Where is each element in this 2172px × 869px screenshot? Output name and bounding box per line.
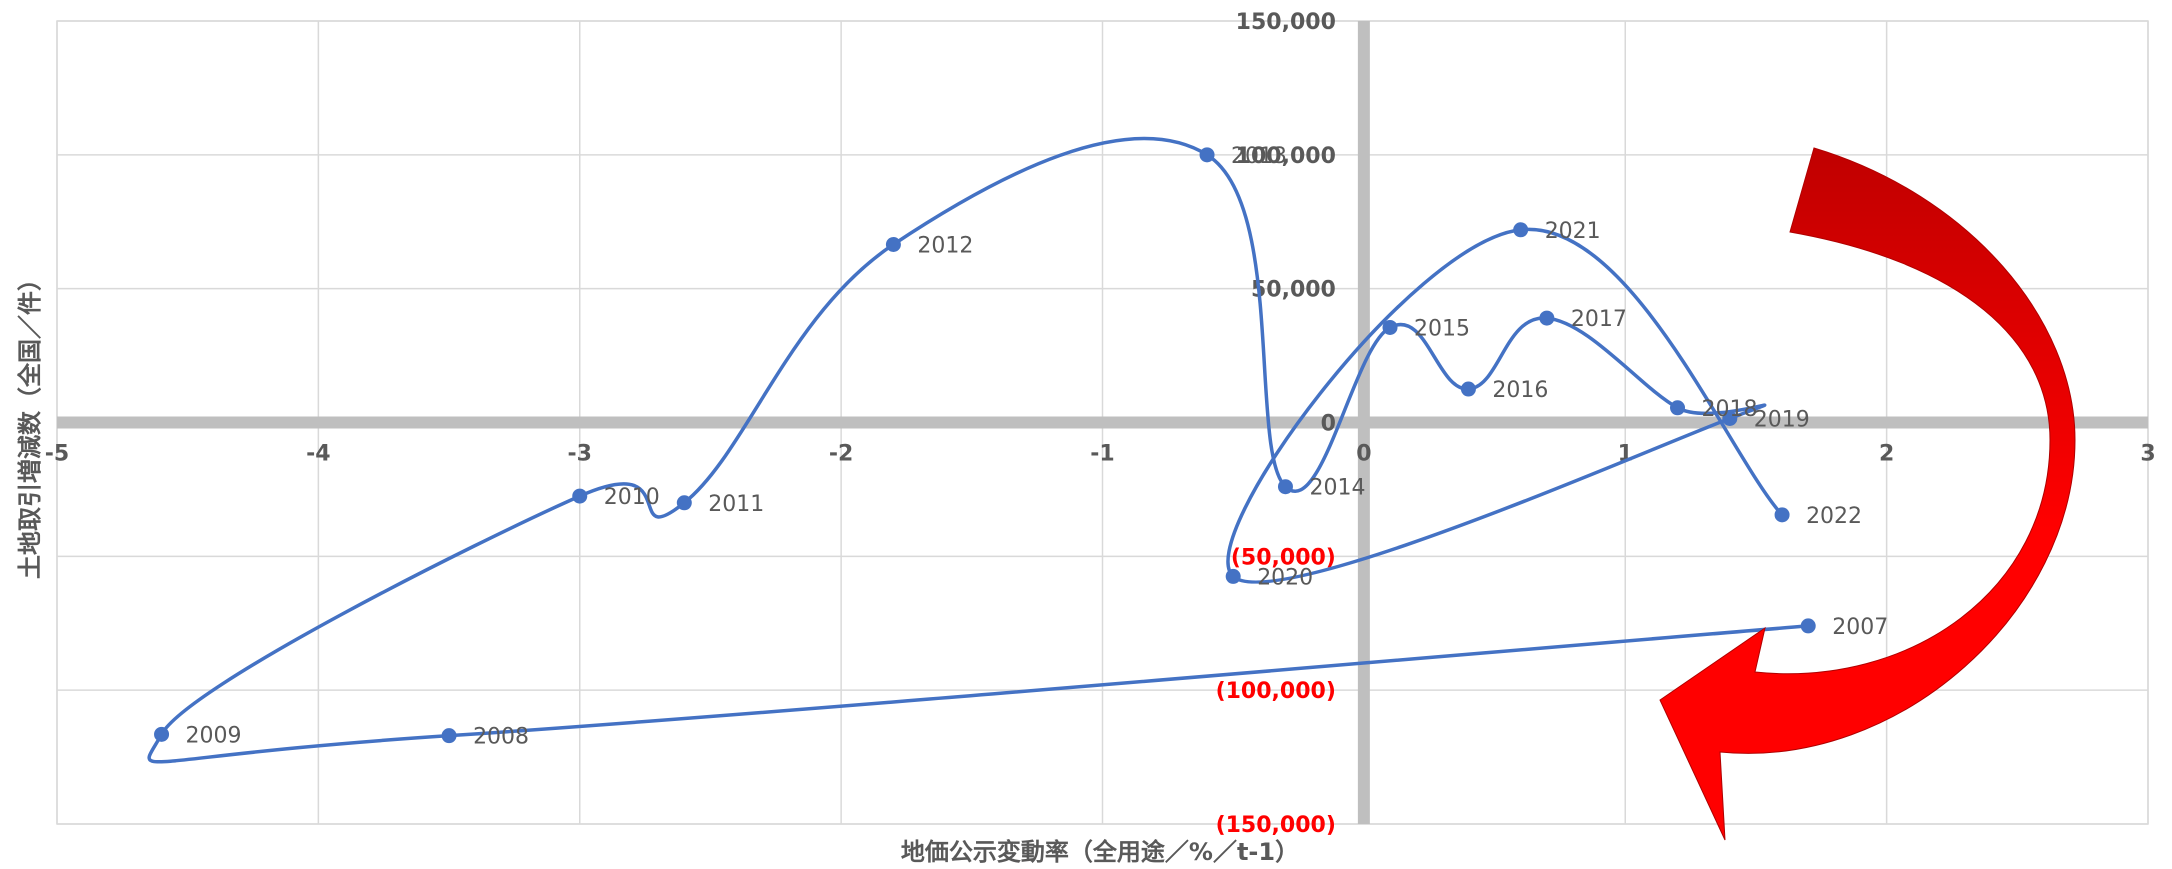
- x-tick-label: -3: [568, 442, 592, 467]
- series-line: [147, 136, 1809, 764]
- data-point: [441, 728, 457, 744]
- curved-arrow-annotation: [1659, 147, 2076, 841]
- data-point: [885, 237, 901, 253]
- x-tick-label: 3: [2140, 442, 2155, 467]
- x-axis-title: 地価公示変動率（全用途／%／t-1）: [901, 838, 1299, 866]
- data-point: [1800, 618, 1816, 634]
- y-tick-label: (100,000): [1216, 679, 1336, 704]
- axes: [57, 21, 2148, 824]
- data-point: [1199, 147, 1215, 163]
- point-label: 2008: [473, 725, 529, 750]
- y-tick-label: (150,000): [1216, 813, 1336, 838]
- x-tick-label: -1: [1090, 442, 1114, 467]
- point-label: 2021: [1545, 219, 1601, 244]
- data-point: [1513, 222, 1529, 238]
- x-tick-label: 0: [1356, 442, 1371, 467]
- data-point: [1382, 319, 1398, 335]
- point-label: 2019: [1754, 407, 1810, 432]
- data-point: [1670, 400, 1686, 416]
- point-label: 2011: [708, 492, 764, 517]
- x-tick-label: -5: [45, 442, 69, 467]
- data-point: [1225, 568, 1241, 584]
- point-label: 2016: [1492, 378, 1548, 403]
- data-point: [1277, 479, 1293, 495]
- data-point: [1539, 310, 1555, 326]
- data-point: [1774, 507, 1790, 523]
- point-label: 2022: [1806, 504, 1862, 529]
- tick-labels: -5 -4 -3 -2 -1 0 1 2 3150,000100,00050,0000(50,0…: [45, 10, 2156, 838]
- point-label: 2014: [1309, 476, 1365, 501]
- y-tick-label: 100,000: [1236, 144, 1336, 169]
- y-tick-label: (50,000): [1231, 545, 1336, 570]
- x-tick-label: 2: [1879, 442, 1894, 467]
- data-point: [154, 726, 170, 742]
- y-tick-label: 50,000: [1251, 278, 1336, 303]
- point-label: 2007: [1832, 615, 1888, 640]
- data-point: [676, 495, 692, 511]
- point-label: 2012: [917, 234, 973, 259]
- x-tick-label: -4: [306, 442, 330, 467]
- data-points: [154, 147, 1816, 744]
- point-label: 2009: [186, 723, 242, 748]
- point-label: 2010: [604, 485, 660, 510]
- data-point: [1460, 381, 1476, 397]
- point-label: 2018: [1702, 397, 1758, 422]
- point-labels: 2007 2008 2009 2010 2011 2012 2013 2014 2015 2016…: [186, 144, 1889, 750]
- data-point: [572, 488, 588, 504]
- y-tick-label: 0: [1321, 412, 1336, 437]
- y-tick-label: 150,000: [1236, 10, 1336, 35]
- point-label: 2017: [1571, 307, 1627, 332]
- point-label: 2013: [1231, 144, 1287, 169]
- point-label: 2020: [1257, 565, 1313, 590]
- data-point: [1722, 410, 1738, 426]
- point-label: 2015: [1414, 316, 1470, 341]
- x-tick-label: -2: [829, 442, 853, 467]
- y-axis-title: 土地取引増減数（全国／件）: [16, 267, 44, 579]
